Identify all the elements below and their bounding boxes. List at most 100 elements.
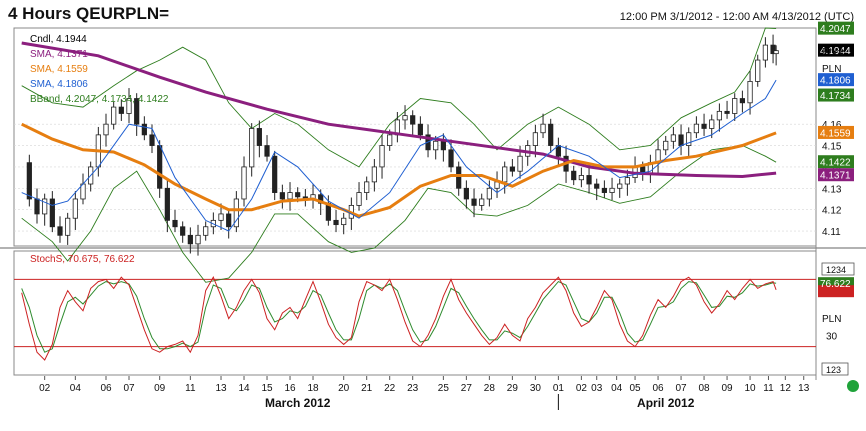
x-tick-label: 11	[763, 383, 774, 394]
candle-up	[686, 132, 692, 146]
candle-up	[387, 134, 393, 146]
x-tick-label: 06	[652, 383, 664, 394]
price-badge	[818, 73, 854, 87]
stoch-legend: StochS, 70.675, 76.622	[30, 254, 135, 265]
candle-down	[724, 110, 730, 114]
price-value-badges: 4.2047 4.1944 4.1806 4.1734 4.1559 4.1422 4.13…	[818, 21, 854, 182]
price-badge-label: 4.1734	[820, 91, 851, 102]
legend-entry: SMA, 4.1559	[30, 64, 88, 75]
candle-down	[571, 170, 577, 181]
candle-down	[548, 123, 554, 146]
candle-down	[34, 198, 40, 215]
status-indicator[interactable]	[847, 380, 859, 392]
x-tick-label: 30	[530, 383, 542, 394]
candle-up	[716, 110, 722, 121]
candle-down	[134, 98, 140, 125]
candle-down	[157, 145, 163, 189]
candle-up	[72, 198, 78, 219]
legend-entry: SMA, 4.1371	[30, 49, 88, 60]
price-badge-label: 4.1559	[820, 128, 851, 139]
candle-up	[479, 198, 485, 206]
candle-up	[126, 98, 132, 114]
price-counter-box	[821, 262, 855, 276]
candle-down	[180, 226, 186, 236]
candle-down	[333, 219, 339, 226]
candle-up	[203, 226, 209, 236]
price-badge-label: 4.2047	[820, 24, 851, 35]
candle-down	[172, 219, 178, 228]
x-tick-label: 02	[39, 383, 51, 394]
candle-up	[624, 177, 630, 185]
x-tick-label: 04	[611, 383, 623, 394]
price-tick-label: 4.16	[822, 120, 842, 131]
month-label: March 2012	[265, 396, 331, 410]
stoch-k-line[interactable]	[21, 276, 777, 361]
candlesticks[interactable]	[26, 34, 779, 256]
candle-down	[509, 166, 515, 172]
candle-up	[402, 115, 408, 121]
candle-up	[578, 175, 584, 181]
candle-down	[49, 198, 55, 228]
x-tick-label: 06	[100, 383, 112, 394]
legend-entry: BBand, 4.2047, 4.1734, 4.1422	[30, 94, 169, 105]
candle-up	[379, 145, 385, 168]
sma-mid-line[interactable]	[21, 122, 777, 218]
x-tick-label: 28	[484, 383, 496, 394]
candle-down	[226, 213, 232, 228]
x-tick-label: 23	[407, 383, 419, 394]
price-tick-label: 4.15	[822, 142, 842, 153]
price-axis-label: Price	[822, 47, 845, 58]
candle-up	[747, 81, 753, 104]
x-tick-label: 13	[215, 383, 227, 394]
candle-up	[42, 198, 48, 215]
x-tick-label: 09	[721, 383, 733, 394]
candle-up	[773, 50, 779, 55]
candle-down	[118, 106, 124, 114]
stoch-legend-entry: StochS, 70.675, 76.622	[30, 254, 135, 265]
candle-down	[456, 166, 462, 189]
price-badge-label: 4.1806	[820, 76, 851, 87]
candle-down	[26, 162, 32, 200]
date-range: 12:00 PM 3/1/2012 - 12:00 AM 4/13/2012 (…	[619, 11, 854, 23]
candle-up	[732, 98, 738, 114]
candle-up	[540, 123, 546, 134]
x-tick-label: 07	[675, 383, 687, 394]
stoch-badge-label: 76.622	[820, 279, 851, 290]
candle-down	[594, 183, 600, 189]
price-tick-label: 4.13	[822, 184, 842, 195]
candle-down	[141, 123, 147, 136]
stoch-badge	[818, 285, 854, 298]
candle-down	[57, 226, 63, 236]
stoch-counter: 123	[826, 365, 841, 375]
candle-up	[364, 181, 370, 193]
x-tick-label: 13	[798, 383, 810, 394]
x-tick-label: 04	[70, 383, 82, 394]
candle-up	[65, 217, 71, 236]
candle-down	[448, 149, 454, 168]
candle-up	[433, 140, 439, 151]
bband-lower-line[interactable]	[21, 145, 777, 283]
stoch-tick-label: 30	[826, 331, 838, 342]
candle-down	[678, 134, 684, 146]
sma-long-line[interactable]	[21, 41, 777, 179]
price-tick-label: 4.11	[822, 227, 841, 238]
candle-up	[218, 213, 224, 221]
stoch-reference-lines	[14, 278, 816, 348]
legend-entry: Cndl, 4.1944	[30, 34, 87, 45]
candle-down	[701, 123, 707, 129]
candle-down	[410, 115, 416, 125]
x-tick-label: 21	[361, 383, 373, 394]
x-tick-label: 07	[123, 383, 135, 394]
candle-up	[517, 155, 523, 172]
x-tick-label: 16	[284, 383, 296, 394]
candle-up	[709, 119, 715, 129]
chart-title: 4 Hours QEURPLN=	[8, 4, 170, 23]
stoch-panel-frame	[13, 250, 817, 376]
stoch-d-line[interactable]	[21, 280, 777, 353]
candle-down	[149, 134, 155, 146]
candle-down	[440, 140, 446, 151]
candle-up	[670, 134, 676, 142]
sma-fast-line[interactable]	[21, 79, 777, 232]
x-tick-label: 05	[629, 383, 641, 394]
